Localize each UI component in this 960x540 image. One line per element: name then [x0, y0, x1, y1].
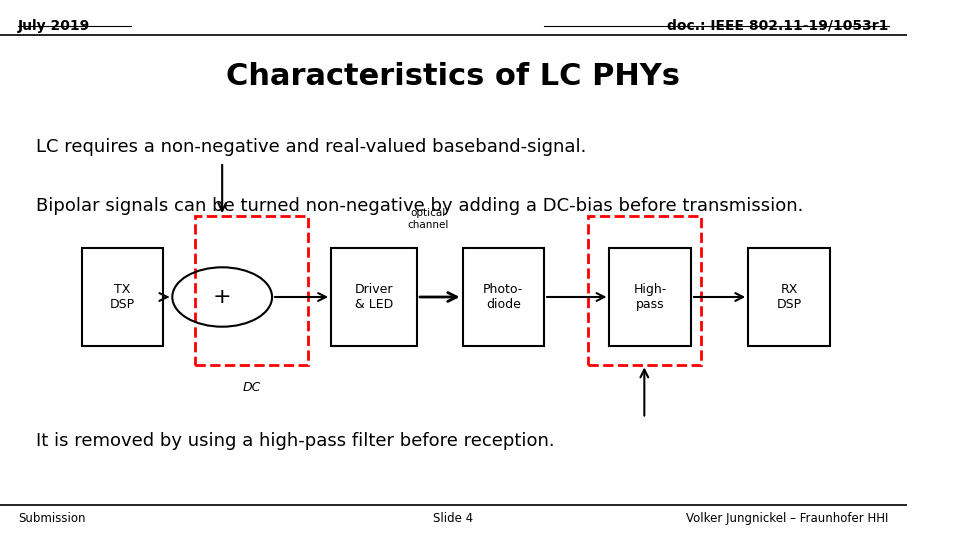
Text: optical
channel: optical channel [407, 208, 448, 230]
Text: It is removed by using a high-pass filter before reception.: It is removed by using a high-pass filte… [36, 432, 555, 450]
Text: Volker Jungnickel – Fraunhofer HHI: Volker Jungnickel – Fraunhofer HHI [686, 512, 889, 525]
FancyBboxPatch shape [82, 248, 163, 346]
Text: Characteristics of LC PHYs: Characteristics of LC PHYs [227, 62, 681, 91]
Text: Bipolar signals can be turned non-negative by adding a DC-bias before transmissi: Bipolar signals can be turned non-negati… [36, 197, 804, 215]
Text: +: + [213, 287, 231, 307]
Text: Driver
& LED: Driver & LED [355, 283, 394, 311]
FancyBboxPatch shape [610, 248, 691, 346]
FancyBboxPatch shape [463, 248, 544, 346]
Text: Photo-
diode: Photo- diode [483, 283, 523, 311]
Text: High-
pass: High- pass [634, 283, 667, 311]
Text: doc.: IEEE 802.11-19/1053r1: doc.: IEEE 802.11-19/1053r1 [667, 19, 889, 33]
Text: Submission: Submission [18, 512, 85, 525]
Text: RX
DSP: RX DSP [777, 283, 802, 311]
Text: DC: DC [243, 381, 261, 394]
FancyBboxPatch shape [748, 248, 829, 346]
Text: Slide 4: Slide 4 [433, 512, 473, 525]
FancyBboxPatch shape [331, 248, 418, 346]
Text: LC requires a non-negative and real-valued baseband-signal.: LC requires a non-negative and real-valu… [36, 138, 587, 156]
Text: TX
DSP: TX DSP [109, 283, 135, 311]
Text: July 2019: July 2019 [18, 19, 90, 33]
